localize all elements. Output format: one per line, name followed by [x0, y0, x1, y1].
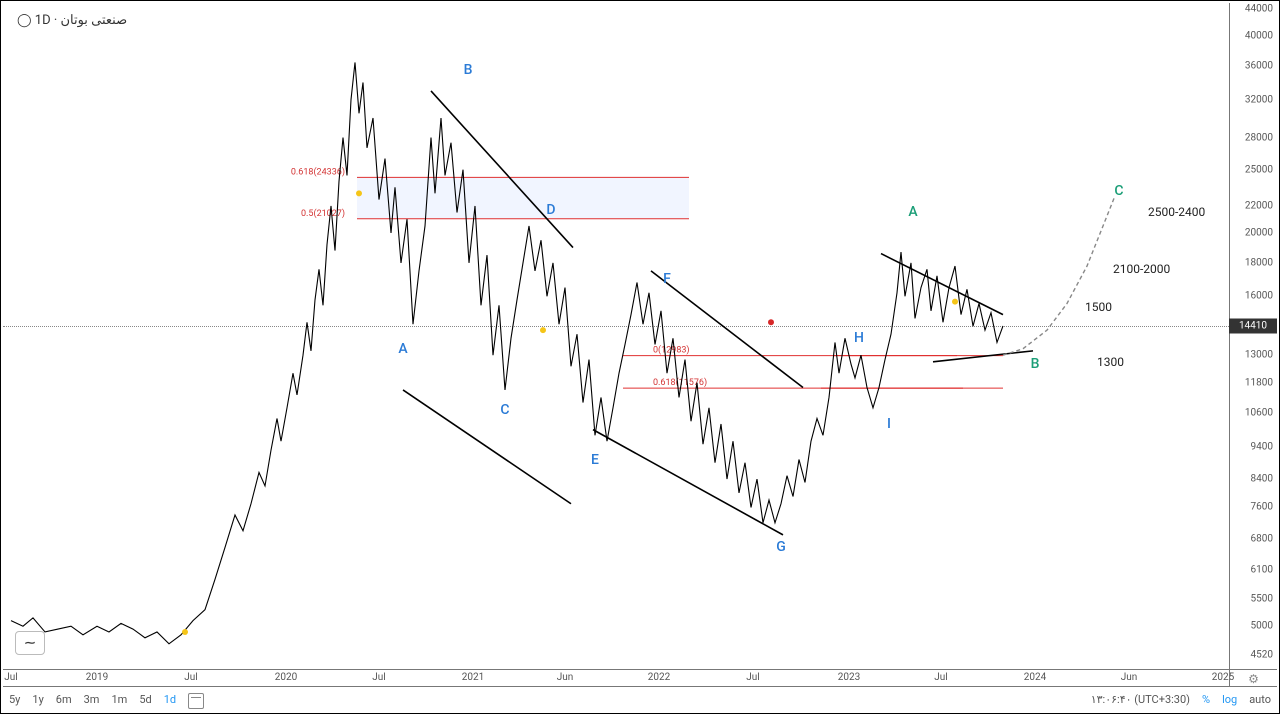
- x-tick: Jul: [746, 672, 759, 683]
- auto-toggle[interactable]: auto: [1243, 693, 1277, 706]
- y-tick: 9400: [1251, 442, 1273, 453]
- svg-text:0.5(21027): 0.5(21027): [301, 208, 345, 219]
- y-tick: 5500: [1251, 594, 1273, 605]
- timeframe-6m[interactable]: 6m: [50, 693, 78, 706]
- axis-settings-button[interactable]: ⚙: [1229, 669, 1277, 687]
- current-price-marker: 14410: [1229, 318, 1277, 333]
- timeframe-5d[interactable]: 5d: [133, 693, 157, 706]
- clock-label: ۱۳:۰۶:۴۰ (UTC+3:30): [1085, 693, 1196, 706]
- timeframe-1y[interactable]: 1y: [26, 693, 49, 706]
- gear-icon: ⚙: [1248, 672, 1259, 686]
- price-note: 2500-2400: [1148, 205, 1205, 219]
- timeframe-1d[interactable]: 1d: [158, 693, 182, 706]
- x-tick: Jul: [184, 672, 197, 683]
- svg-text:0.618(11576): 0.618(11576): [653, 377, 707, 388]
- x-tick: Jul: [372, 672, 385, 683]
- chart-area[interactable]: 0.618(24336)0.5(21027)0(12983)0.618(1157…: [3, 3, 1231, 669]
- percent-toggle[interactable]: %: [1196, 693, 1216, 706]
- y-tick: 22000: [1245, 200, 1273, 211]
- timeframe-5y[interactable]: 5y: [3, 693, 26, 706]
- y-tick: 11800: [1245, 377, 1273, 388]
- log-toggle[interactable]: log: [1216, 693, 1243, 706]
- y-tick: 6100: [1251, 564, 1273, 575]
- y-tick: 25000: [1245, 164, 1273, 175]
- y-tick: 44000: [1245, 4, 1273, 15]
- x-tick: Jun: [1121, 672, 1138, 683]
- x-tick: 2021: [462, 672, 484, 683]
- logo-text: ⁓: [25, 638, 35, 649]
- y-tick: 7600: [1251, 502, 1273, 513]
- y-tick: 6800: [1251, 534, 1273, 545]
- timeframe-1m[interactable]: 1m: [105, 693, 133, 706]
- chart-frame: صنعتی بوتان · 1D ◯ 0.618(24336)0.5(21027…: [0, 0, 1280, 714]
- calendar-icon[interactable]: [188, 693, 204, 709]
- timeframe-3m[interactable]: 3m: [78, 693, 106, 706]
- price-note: 1300: [1097, 355, 1124, 369]
- tradingview-logo[interactable]: ⁓: [15, 631, 45, 655]
- y-tick: 16000: [1245, 291, 1273, 302]
- x-tick: Jul: [4, 672, 17, 683]
- svg-text:0.618(24336): 0.618(24336): [291, 166, 345, 177]
- y-axis[interactable]: 14410 44000 40000 36000 32000 28000 25000 2200…: [1229, 3, 1277, 669]
- x-tick: 2023: [838, 672, 860, 683]
- x-tick: 2022: [648, 672, 670, 683]
- x-tick: 2020: [275, 672, 297, 683]
- timeframe-list: 5y1y6m3m1m5d1d: [3, 693, 182, 706]
- x-tick: Jun: [557, 672, 574, 683]
- y-tick: 20000: [1245, 228, 1273, 239]
- footer-toolbar: 5y1y6m3m1m5d1d ۱۳:۰۶:۴۰ (UTC+3:30) % log…: [3, 686, 1277, 711]
- x-tick: 2024: [1024, 672, 1046, 683]
- y-tick: 18000: [1245, 257, 1273, 268]
- y-tick: 8400: [1251, 474, 1273, 485]
- y-tick: 13000: [1245, 350, 1273, 361]
- x-tick: 2019: [86, 672, 108, 683]
- y-tick: 5000: [1251, 621, 1273, 632]
- y-tick: 36000: [1245, 61, 1273, 72]
- y-tick: 32000: [1245, 94, 1273, 105]
- price-note: 1500: [1085, 300, 1112, 314]
- y-tick: 10600: [1245, 408, 1273, 419]
- price-note: 2100-2000: [1113, 262, 1170, 276]
- x-tick: Jul: [934, 672, 947, 683]
- y-tick: 4520: [1251, 649, 1273, 660]
- chart-svg: 0.618(24336)0.5(21027)0(12983)0.618(1157…: [3, 3, 1231, 669]
- y-tick: 40000: [1245, 31, 1273, 42]
- y-tick: 28000: [1245, 132, 1273, 143]
